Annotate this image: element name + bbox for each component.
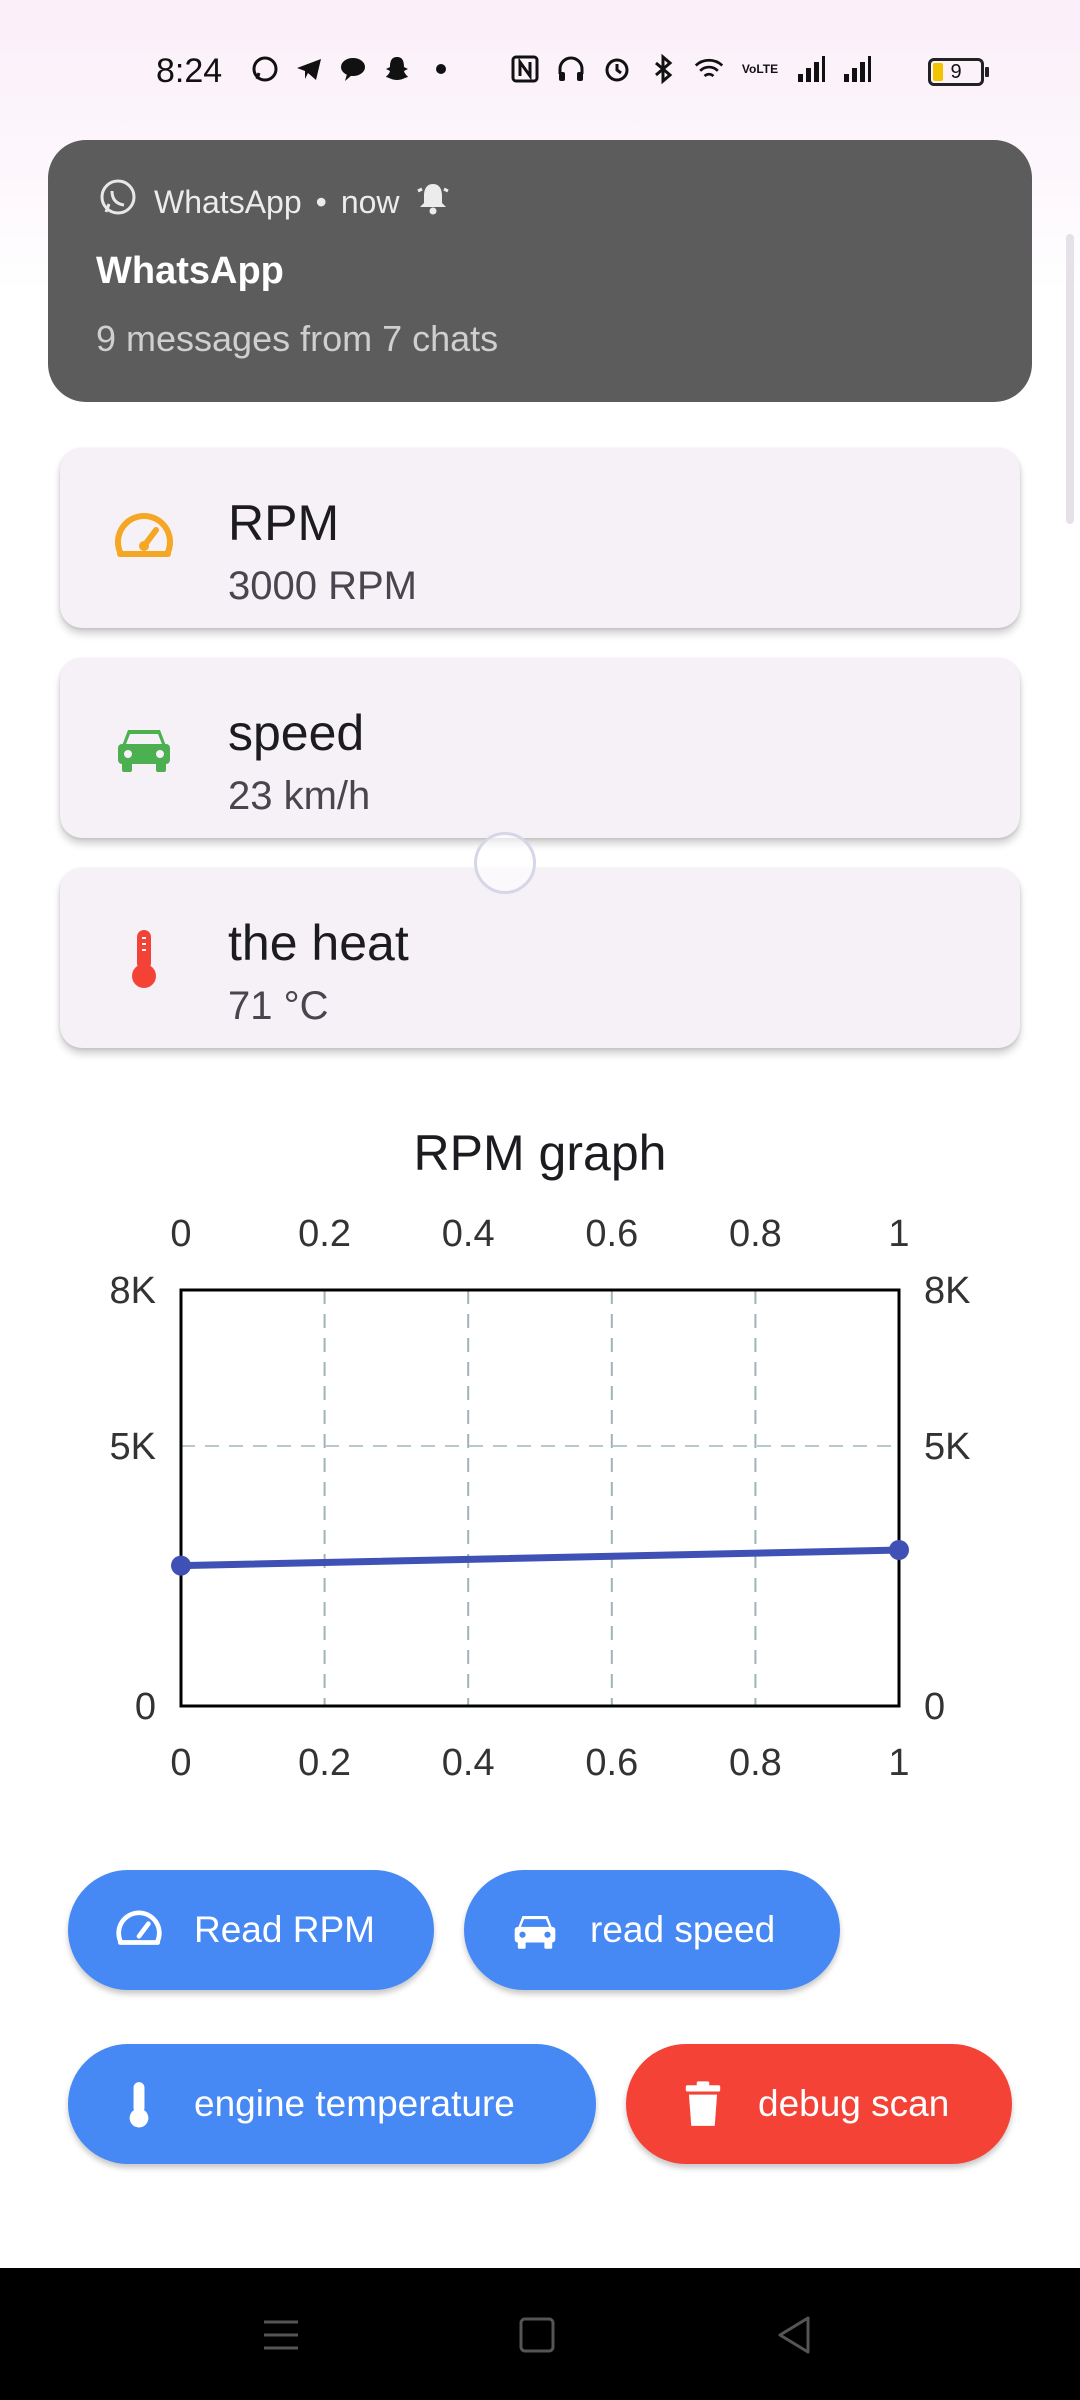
y-tick-label-right: 0	[924, 1686, 945, 1728]
battery-icon: 9	[928, 58, 989, 86]
dot-icon	[426, 54, 456, 84]
notification-icons	[250, 54, 456, 84]
notification-title: WhatsApp	[96, 250, 284, 292]
rpm-data-point	[171, 1555, 191, 1576]
card-title: RPM	[228, 495, 340, 551]
button-label: read speed	[590, 1909, 776, 1950]
rpm-data-point	[889, 1540, 909, 1560]
card-value: 23 km/h	[228, 774, 371, 818]
home-nav-icon[interactable]	[514, 2312, 560, 2358]
y-tick-label-left: 8K	[110, 1270, 156, 1312]
card-title: the heat	[228, 915, 409, 971]
status-time: 8:24	[156, 52, 223, 90]
system-icons: VoLTE	[510, 54, 872, 84]
car-icon	[508, 1903, 562, 1957]
engine-temperature-button[interactable]: engine temperature	[68, 2044, 596, 2164]
battery-level: 9	[950, 60, 962, 83]
card-value: 3000 RPM	[228, 564, 417, 608]
y-tick-label-left: 0	[135, 1686, 156, 1728]
heat-card[interactable]: the heat 71 °C	[60, 868, 1020, 1048]
debug-scan-button[interactable]: debug scan	[626, 2044, 1012, 2164]
telegram-icon	[294, 54, 324, 84]
card-value: 71 °C	[228, 984, 329, 1028]
chart-title: RPM graph	[413, 1125, 667, 1181]
notification-time: now	[340, 183, 400, 220]
whatsapp-icon	[250, 54, 280, 84]
button-label: engine temperature	[194, 2083, 515, 2124]
plot-frame	[179, 1288, 901, 1708]
car-icon	[112, 716, 176, 780]
rpm-card[interactable]: RPM 3000 RPM	[60, 448, 1020, 628]
whatsapp-notification[interactable]: WhatsApp • now WhatsApp 9 messages from …	[48, 140, 1032, 402]
x-tick-label-top: 1	[888, 1213, 909, 1255]
snapchat-icon	[382, 54, 412, 84]
notification-header: WhatsApp • now	[96, 176, 452, 228]
navigation-bar	[0, 2268, 1080, 2400]
x-tick-label-bottom: 0	[170, 1742, 191, 1784]
back-nav-icon[interactable]	[772, 2312, 818, 2358]
chat-bubble-icon	[338, 54, 368, 84]
x-tick-label-bottom: 0.2	[298, 1742, 351, 1784]
x-tick-label-top: 0.2	[298, 1213, 351, 1255]
speed-card[interactable]: speed 23 km/h	[60, 658, 1020, 838]
button-label: debug scan	[758, 2083, 950, 2124]
button-label: Read RPM	[194, 1909, 375, 1950]
x-tick-label-bottom: 0.4	[442, 1742, 495, 1784]
x-tick-label-top: 0	[170, 1213, 191, 1255]
trash-icon	[676, 2077, 730, 2131]
status-bar: 8:24 VoLTE	[0, 40, 1080, 104]
thermometer-icon	[112, 926, 176, 990]
nfc-icon	[510, 54, 540, 84]
whatsapp-icon	[96, 176, 140, 228]
alert-bell-icon	[414, 179, 452, 225]
signal-icon-2	[842, 54, 872, 84]
signal-icon-1	[796, 54, 826, 84]
separator-dot: •	[315, 183, 327, 220]
volte-icon: VoLTE	[740, 54, 780, 84]
x-tick-label-bottom: 0.6	[585, 1742, 638, 1784]
speedometer-icon	[112, 506, 176, 570]
x-tick-label-top: 0.4	[442, 1213, 495, 1255]
scrollbar[interactable]	[1066, 234, 1074, 524]
read-speed-button[interactable]: read speed	[464, 1870, 840, 1990]
alarm-icon	[602, 54, 632, 84]
y-tick-label-left: 5K	[110, 1426, 156, 1468]
card-title: speed	[228, 705, 365, 761]
volte-label: VoLTE	[741, 62, 779, 76]
x-tick-label-bottom: 0.8	[729, 1742, 782, 1784]
wifi-icon	[694, 54, 724, 84]
x-tick-label-top: 0.6	[585, 1213, 638, 1255]
touch-indicator	[474, 832, 536, 894]
y-tick-label-right: 5K	[924, 1426, 970, 1468]
x-tick-label-top: 0.8	[729, 1213, 782, 1255]
read-rpm-button[interactable]: Read RPM	[68, 1870, 434, 1990]
y-tick-label-right: 8K	[924, 1270, 970, 1312]
thermometer-icon	[112, 2077, 166, 2131]
speedometer-icon	[112, 1903, 166, 1957]
menu-nav-icon[interactable]	[258, 2312, 304, 2358]
x-tick-label-bottom: 1	[888, 1742, 909, 1784]
notification-body: 9 messages from 7 chats	[96, 318, 499, 359]
headphones-icon	[556, 54, 586, 84]
bluetooth-icon	[648, 54, 678, 84]
rpm-series-line	[177, 1546, 903, 1570]
notification-app: WhatsApp	[154, 183, 302, 220]
